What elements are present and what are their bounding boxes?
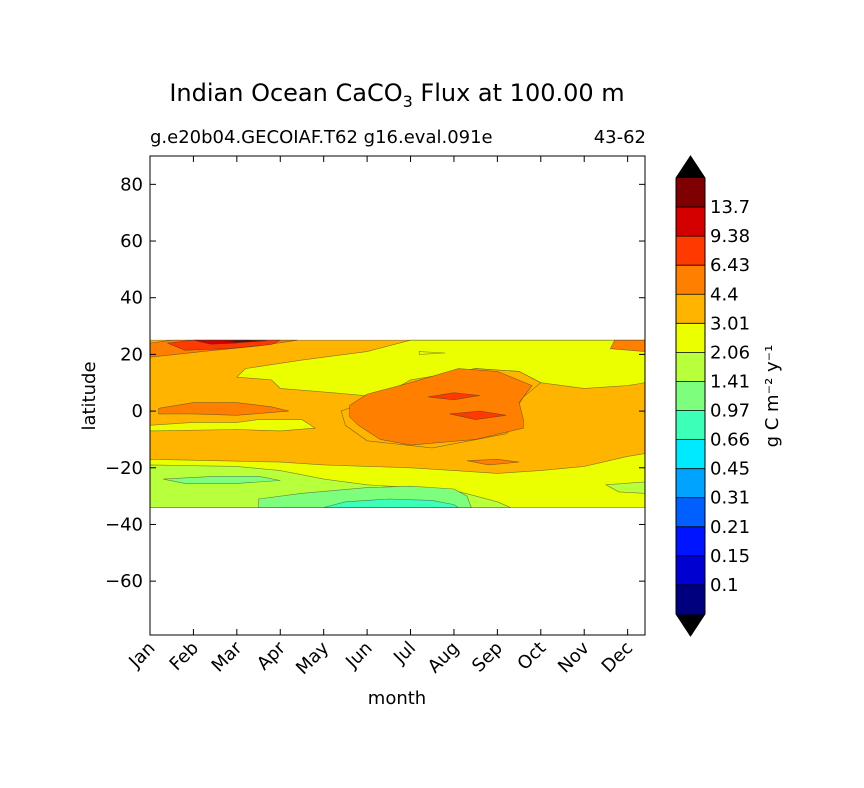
title-subscript: 3 — [403, 92, 413, 111]
chart-subtitle-left: g.e20b04.GECOIAF.T62 g16.eval.091e — [150, 127, 493, 148]
colorbar-tick-label: 4.4 — [710, 284, 739, 305]
colorbar-segment — [676, 352, 705, 382]
x-tick-label: Jul — [389, 638, 420, 669]
x-tick-label: Jun — [341, 638, 376, 673]
colorbar-segment — [676, 294, 705, 324]
colorbar-tick-label: 6.43 — [710, 255, 750, 276]
colorbar-label: g C m⁻² y⁻¹ — [762, 345, 783, 448]
contour-fill — [150, 339, 645, 508]
colorbar: 13.7 9.38 6.43 4.4 3.01 2.06 1.41 0.97 0.66 0.45 0… — [675, 155, 750, 637]
y-tick-label: 20 — [120, 344, 143, 365]
contour-region-15 — [609, 339, 645, 352]
x-axis-label: month — [368, 688, 426, 709]
colorbar-tick-label: 0.66 — [710, 430, 750, 451]
colorbar-tick-label: 0.15 — [710, 546, 750, 567]
contour-region-11 — [349, 368, 533, 446]
y-tick-label: −40 — [105, 514, 143, 535]
contour-region-6 — [323, 498, 460, 508]
colorbar-segment — [676, 584, 705, 615]
contour-region-3 — [604, 481, 645, 494]
colorbar-extend-min — [676, 614, 705, 636]
y-tick-label: −20 — [105, 458, 143, 479]
colorbar-segment — [676, 207, 705, 237]
colorbar-tick-label: 9.38 — [710, 226, 750, 247]
colorbar-tick-label: 0.97 — [710, 401, 750, 422]
x-tick-label: Oct — [513, 638, 550, 675]
contour-region-20 — [223, 339, 268, 343]
colorbar-segment — [676, 468, 705, 499]
contour-region-8 — [150, 419, 316, 432]
chart-title: Indian Ocean CaCO3 Flux at 100.00 m — [169, 79, 624, 111]
y-tick-label: 60 — [120, 231, 143, 252]
contour-region-18 — [449, 410, 507, 420]
title-rest: Flux at 100.00 m — [413, 79, 625, 107]
y-tick-label: 80 — [120, 174, 143, 195]
colorbar-tick-label: 0.45 — [710, 459, 750, 480]
contour-region-12 — [158, 402, 289, 416]
colorbar-extend-max — [676, 156, 705, 178]
colorbar-tick-label: 2.06 — [710, 342, 750, 363]
colorbar-segment — [676, 178, 705, 208]
colorbar-segment — [676, 439, 705, 470]
x-tick-label: Mar — [208, 637, 247, 676]
contour-region-5 — [162, 475, 281, 484]
plot-area: Jan Feb Mar Apr May Jun Jul Aug Sep Oct Nov Dec 80 6… — [105, 155, 646, 679]
colorbar-tick-label: 1.41 — [710, 371, 750, 392]
colorbar-segment — [676, 555, 705, 586]
colorbar-segment — [676, 497, 705, 528]
x-tick-label: Jan — [124, 638, 159, 673]
contour-region-14 — [466, 458, 520, 466]
x-tick-label: Nov — [554, 637, 594, 677]
x-tick-label: Sep — [468, 638, 507, 677]
colorbar-segment — [676, 323, 705, 353]
contour-region-9 — [418, 351, 446, 355]
x-tick-label: Aug — [424, 638, 464, 678]
colorbar-segment — [676, 410, 705, 441]
contour-region-17 — [427, 392, 481, 401]
colorbar-segment — [676, 265, 705, 295]
y-tick-label: 0 — [132, 401, 143, 422]
x-tick-label: May — [292, 637, 333, 678]
colorbar-tick-label: 0.21 — [710, 517, 750, 538]
colorbar-segment — [676, 236, 705, 266]
x-tick-label: Apr — [253, 637, 290, 674]
colorbar-tick-label: 3.01 — [710, 313, 750, 334]
colorbar-segment — [676, 381, 705, 412]
x-tick-label: Feb — [166, 638, 203, 675]
plot-frame — [149, 155, 646, 636]
chart-subtitle-right: 43-62 — [594, 127, 646, 148]
colorbar-tick-label: 0.1 — [710, 575, 739, 596]
colorbar-tick-label: 0.31 — [710, 488, 750, 509]
y-axis-label: latitude — [79, 361, 100, 430]
y-axis: 80 60 40 20 0 −20 −40 −60 — [105, 174, 645, 592]
colorbar-segment — [676, 526, 705, 557]
y-tick-label: 40 — [120, 288, 143, 309]
y-tick-label: −60 — [105, 571, 143, 592]
colorbar-tick-label: 13.7 — [710, 197, 750, 218]
x-tick-label: Dec — [598, 638, 637, 677]
colorbar-outline — [675, 155, 706, 637]
